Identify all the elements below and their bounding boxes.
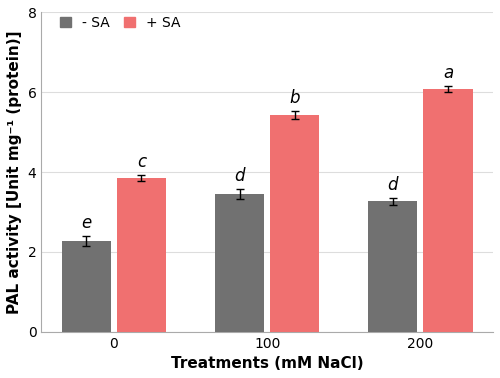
- Bar: [215, 194, 264, 332]
- Bar: [117, 178, 166, 332]
- Legend: - SA, + SA: - SA, + SA: [57, 13, 184, 33]
- Bar: [424, 89, 472, 332]
- Bar: [368, 201, 418, 332]
- Text: d: d: [388, 176, 398, 194]
- Text: c: c: [137, 153, 146, 171]
- Bar: [62, 241, 111, 332]
- Text: b: b: [290, 90, 300, 107]
- Text: d: d: [234, 167, 245, 185]
- Text: a: a: [443, 64, 453, 82]
- Text: e: e: [81, 214, 92, 232]
- Bar: [270, 115, 320, 332]
- X-axis label: Treatments (mM NaCl): Treatments (mM NaCl): [171, 356, 364, 371]
- Y-axis label: PAL activity [Unit mg⁻¹ (protein)]: PAL activity [Unit mg⁻¹ (protein)]: [7, 30, 22, 314]
